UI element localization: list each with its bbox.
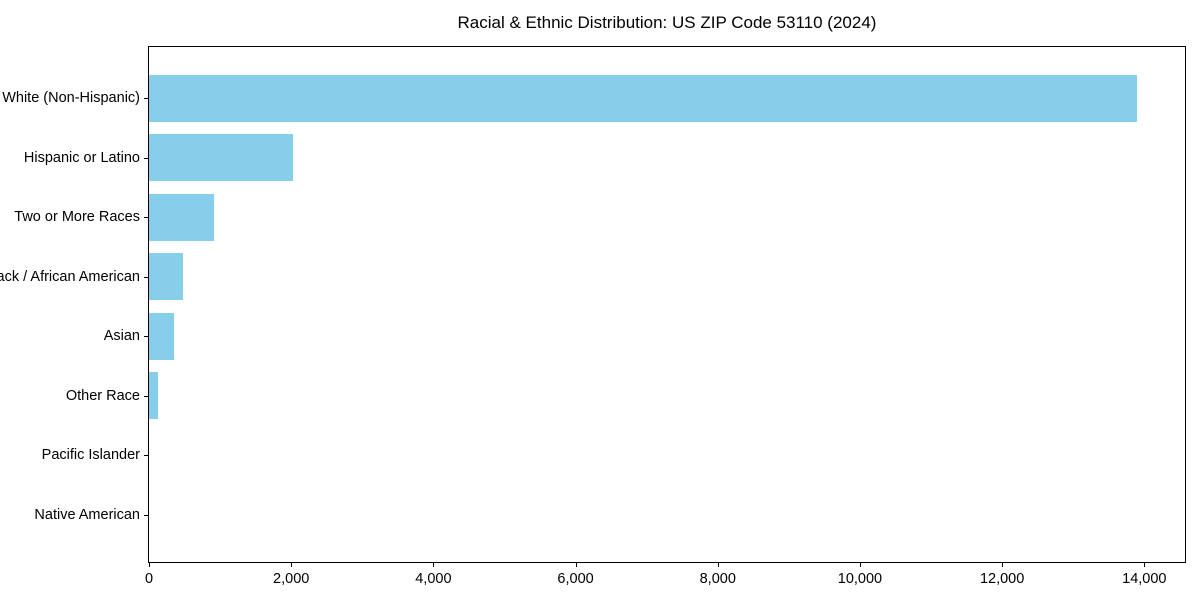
- y-tick-label: Two or More Races: [14, 209, 140, 226]
- plot-area: White (Non-Hispanic) Hispanic or Latino Tw…: [0, 46, 1186, 587]
- y-tick-label: White (Non-Hispanic): [2, 90, 140, 106]
- bar-asian: [149, 312, 174, 360]
- x-tick-mark: [433, 563, 435, 567]
- x-tick-mark: [1002, 563, 1004, 567]
- x-tick-label: 6,000: [557, 571, 594, 587]
- x-tick-mark: [859, 563, 861, 567]
- y-tick-mark: [144, 276, 148, 278]
- y-tick-label: Asian: [103, 328, 140, 345]
- y-tick-mark: [144, 395, 148, 397]
- x-tick-mark: [291, 563, 293, 567]
- y-tick-label: Hispanic or Latino: [23, 149, 140, 166]
- bar-two-or-more-races: [149, 193, 215, 241]
- x-tick-label: 2,000: [273, 571, 310, 587]
- y-tick-label: Native American: [34, 506, 140, 523]
- bar-hispanic-or-latino: [149, 134, 294, 182]
- y-tick-mark: [144, 217, 148, 219]
- y-tick-label: Other Race: [65, 387, 140, 404]
- x-tick-label: 12,000: [979, 571, 1025, 587]
- y-tick-mark: [144, 514, 148, 516]
- x-tick-mark: [717, 563, 719, 567]
- y-tick-mark: [144, 336, 148, 338]
- x-tick-mark: [149, 563, 150, 567]
- y-tick-mark: [144, 157, 148, 159]
- y-tick-label: Pacific Islander: [41, 447, 140, 464]
- bar-white-non-hispanic: [149, 74, 1137, 122]
- x-tick-mark: [575, 563, 577, 567]
- y-tick-mark: [144, 98, 148, 99]
- y-tick-mark: [144, 455, 148, 457]
- y-tick-label: Black / African American: [0, 268, 140, 285]
- bar-other-race: [149, 372, 159, 420]
- chart-title: Racial & Ethnic Distribution: US ZIP Cod…: [457, 13, 877, 32]
- bar-black-african-american: [149, 253, 184, 301]
- x-tick-label: 10,000: [837, 571, 883, 587]
- x-tick-mark: [1144, 563, 1146, 567]
- x-tick-label: 8,000: [699, 571, 736, 587]
- x-tick-label: 14,000: [1122, 571, 1167, 587]
- x-tick-label: 0: [144, 571, 154, 587]
- x-tick-label: 4,000: [415, 571, 452, 587]
